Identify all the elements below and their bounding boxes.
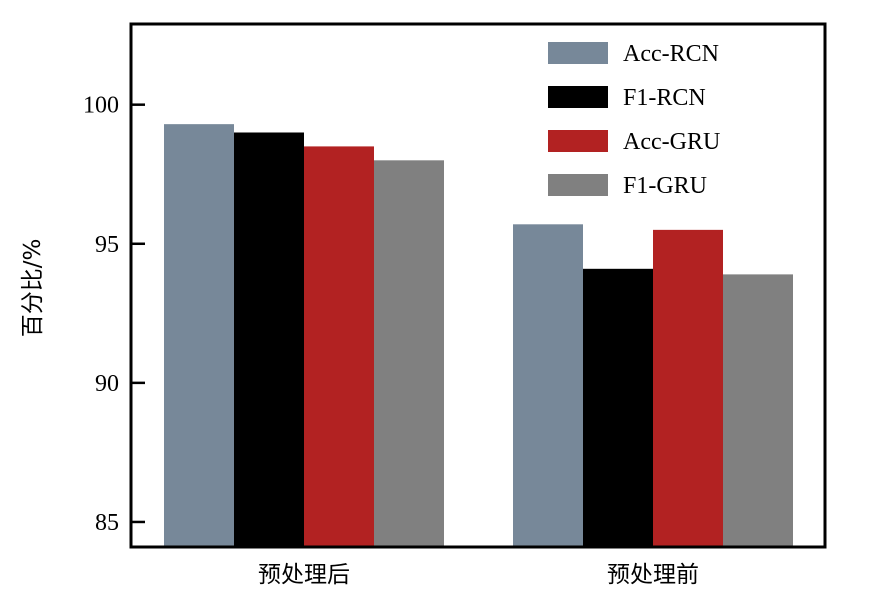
legend-label-acc-gru: Acc-GRU bbox=[623, 129, 720, 155]
bar-f1-gru-1 bbox=[374, 160, 444, 547]
legend-swatch-acc-rcn bbox=[548, 42, 608, 64]
bar-acc-gru-1 bbox=[304, 146, 374, 548]
y-tick-label-100: 100 bbox=[83, 93, 119, 119]
legend-swatch-f1-rcn bbox=[548, 86, 608, 108]
bar-f1-rcn-2 bbox=[583, 268, 653, 547]
y-tick-label-95: 95 bbox=[95, 232, 119, 258]
x-tick-label-1: 预处理后 bbox=[258, 562, 350, 588]
bars-group bbox=[164, 124, 793, 548]
y-axis: 85 90 95 100 bbox=[83, 93, 145, 536]
bar-f1-rcn-1 bbox=[234, 132, 304, 547]
bar-f1-gru-2 bbox=[723, 274, 793, 547]
x-axis: 预处理后 预处理前 bbox=[258, 562, 699, 588]
legend: Acc-RCN F1-RCN Acc-GRU F1-GRU bbox=[548, 41, 720, 199]
legend-swatch-acc-gru bbox=[548, 130, 608, 152]
legend-label-acc-rcn: Acc-RCN bbox=[623, 41, 719, 67]
x-tick-label-2: 预处理前 bbox=[607, 562, 699, 588]
bar-acc-gru-2 bbox=[653, 229, 723, 548]
bar-acc-rcn-1 bbox=[164, 124, 234, 548]
y-axis-label: 百分比/% bbox=[20, 239, 46, 338]
y-tick-label-90: 90 bbox=[95, 371, 119, 397]
legend-label-f1-gru: F1-GRU bbox=[623, 173, 707, 199]
plot-frame bbox=[129, 22, 827, 549]
legend-label-f1-rcn: F1-RCN bbox=[623, 85, 706, 111]
y-tick-label-85: 85 bbox=[95, 510, 119, 536]
bar-acc-rcn-2 bbox=[513, 224, 583, 548]
legend-swatch-f1-gru bbox=[548, 174, 608, 196]
